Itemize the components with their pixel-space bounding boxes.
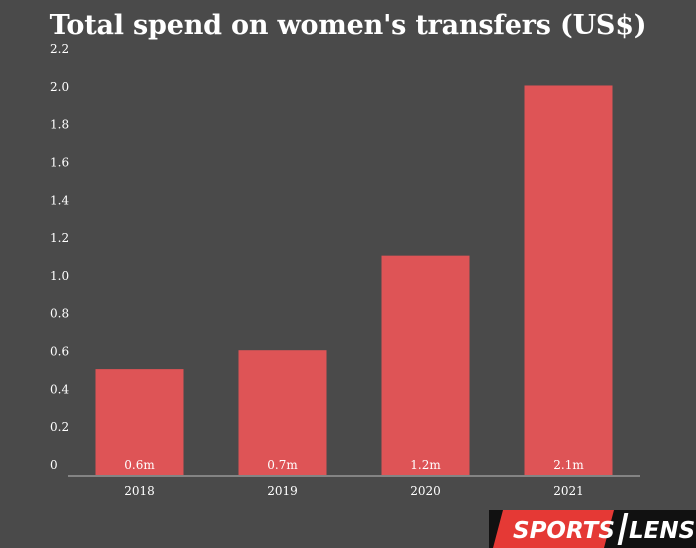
data-label: 0.6m <box>124 458 155 472</box>
bar-2021 <box>524 85 613 476</box>
y-tick-label: 1.2 <box>50 231 69 245</box>
y-tick-label: 1.0 <box>50 269 69 283</box>
x-axis: 2018 2019 2020 2021 <box>68 475 640 498</box>
logo-text-sports: SPORTS <box>513 518 615 544</box>
y-tick-label: 0 <box>50 458 58 472</box>
logo-red-block <box>493 510 614 548</box>
sports-lens-logo: SPORTS LENS <box>489 510 696 548</box>
logo-divider <box>617 513 629 545</box>
y-tick-label: 1.4 <box>50 193 69 207</box>
y-tick-label: 1.8 <box>50 118 69 132</box>
y-tick-label: 0.8 <box>50 307 69 321</box>
y-tick-label: 0.2 <box>50 420 69 434</box>
y-tick-label: 0.6 <box>50 345 69 359</box>
data-label: 0.7m <box>267 458 298 472</box>
bar-2018 <box>95 369 184 475</box>
y-tick-label: 0.4 <box>50 382 69 396</box>
chart-title: Total spend on women's transfers (US$) <box>49 10 647 41</box>
bar-2019 <box>238 350 327 475</box>
x-tick-label: 2018 <box>124 484 155 498</box>
bar-2020 <box>381 255 470 475</box>
y-tick-label: 2.0 <box>50 80 69 94</box>
x-tick-label: 2020 <box>410 484 441 498</box>
data-label: 2.1m <box>553 458 584 472</box>
y-tick-label: 1.6 <box>50 155 69 169</box>
logo-text-lens: LENS <box>629 518 695 544</box>
x-tick-label: 2019 <box>267 484 298 498</box>
y-axis: 0 0.2 0.4 0.6 0.8 1.0 1.2 1.4 1.6 1.8 2.0 2.2 <box>50 42 69 472</box>
y-tick-label: 2.2 <box>50 42 69 56</box>
bars: 0.6m 0.7m 1.2m 2.1m <box>95 85 613 476</box>
data-label: 1.2m <box>410 458 441 472</box>
x-tick-label: 2021 <box>553 484 584 498</box>
